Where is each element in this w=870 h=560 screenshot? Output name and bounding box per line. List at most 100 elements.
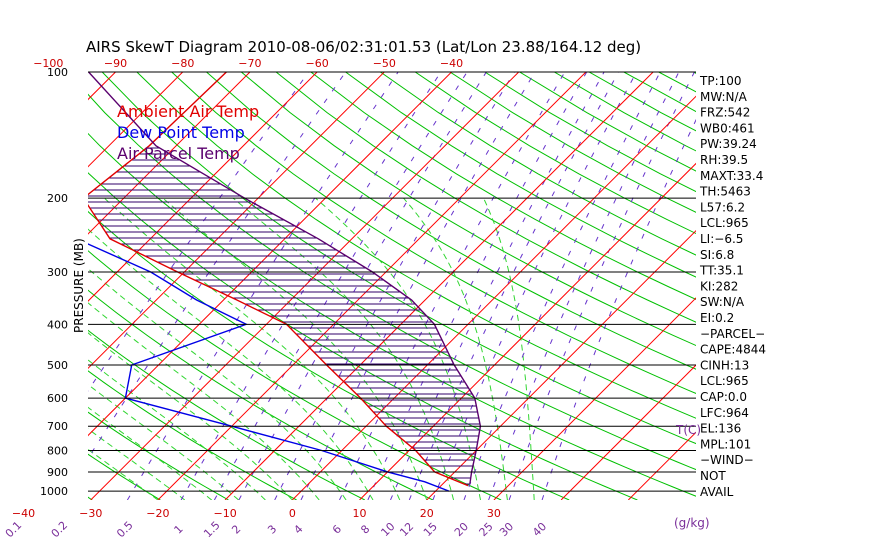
index-line: CAPE:4844 [700,343,766,357]
mixing-ratio-line [541,118,696,500]
pressure-tick-label: 700 [47,420,68,433]
bottom-temp-tick-label: 0 [289,507,296,520]
mixing-ratio-label: 20 [452,520,471,539]
bottom-temp-tick-label: −30 [79,507,102,520]
dew-point-temp-line [88,243,450,492]
mixing-ratio-label: 25 [477,520,496,539]
mixing-ratio-label: 12 [397,520,416,539]
top-temp-tick-label: −40 [440,57,463,70]
pressure-tick-label: 100 [47,66,68,79]
dry-adiabat-line [798,72,870,500]
dry-adiabat-line [728,72,870,500]
mixing-ratio-line [180,72,442,500]
index-line: FRZ:542 [700,106,750,120]
mixing-ratio-label: 8 [358,522,372,536]
mixing-ratio-label: 4 [291,522,305,536]
index-line: TH:5463 [699,185,751,199]
pressure-tick-label: 600 [47,392,68,405]
moist-adiabat-line [483,197,535,500]
mixing-ratio-line [88,72,347,460]
mixing-ratio-label: 6 [330,522,344,536]
dry-adiabat-line [101,72,696,445]
top-temp-tick-label: −90 [104,57,127,70]
dry-adiabat-line [88,411,229,500]
index-line: KI:282 [700,279,738,293]
top-temp-tick-label: −70 [238,57,261,70]
isotherm-line [88,72,251,235]
mixing-ratio-label: 3 [265,522,279,536]
legend-dew-point-temp: Dew Point Temp [117,123,245,142]
mixing-ratio-label: 40 [530,520,549,539]
index-line: MW:N/A [700,90,748,104]
y-axis-label: PRESSURE (MB) [72,238,86,333]
isotherm-line [0,72,48,500]
isotherm-line [224,72,654,500]
moist-adiabat-line [88,359,266,500]
top-temp-tick-label: −80 [171,57,194,70]
mixing-ratio-line [213,72,468,500]
mixing-ratio-line [463,72,661,500]
mixing-ratio-line [432,72,637,500]
mixing-ratio-axis: 0.1 0.2 0.5 1 1.5 2 3 4 6 8 10 12 15 20 25 30 40 [3,519,549,541]
top-temp-tick-label: −50 [373,57,396,70]
mixing-ratio-label: 1 [172,522,186,536]
dry-adiabat-line [88,93,696,471]
dry-adiabat-line [449,72,696,213]
mixing-ratio-label: 10 [378,520,397,539]
top-temp-tick-label: −60 [306,57,329,70]
moist-adiabat-line [162,197,428,500]
dry-adiabat-line [623,72,696,113]
pressure-tick-label: 1000 [40,485,68,498]
dry-adiabat-line [88,210,570,500]
dry-adiabat-line [88,289,434,500]
pressure-tick-label: 200 [47,192,68,205]
dry-adiabat-line [206,72,696,370]
dry-adiabat-line [88,453,161,500]
isotherm-line [88,72,184,168]
mixing-ratio-line [126,72,399,500]
index-line: L57:6.2 [700,200,745,214]
dry-adiabat-line [136,72,696,419]
moist-adiabat-line [88,448,159,500]
legend-air-parcel-temp: Air Parcel Temp [117,144,240,163]
index-line: LI:−6.5 [700,232,743,246]
index-line: −WIND− [700,453,754,467]
isotherm-line [359,162,696,500]
index-line: −PARCEL− [700,327,765,341]
mixing-ratio-line [339,72,566,500]
index-line: LCL:965 [700,374,749,388]
index-line: TP:100 [699,74,742,88]
index-line: WB0:461 [700,121,755,135]
moist-adiabat-line [88,332,293,500]
moist-adiabat-line [403,197,508,500]
mixing-ratio-line [390,72,605,500]
pressure-tick-label: 300 [47,266,68,279]
index-line: SW:N/A [700,295,745,309]
moist-adiabat-line [88,267,347,500]
dry-adiabat-line [0,72,24,500]
legend: Ambient Air Temp Dew Point Temp Air Parc… [117,102,259,163]
chart-title: AIRS SkewT Diagram 2010-08-06/02:31:01.5… [86,38,641,56]
mixing-ratio-line [408,72,619,500]
moist-adiabat-line [88,406,213,500]
index-line: NOT [700,469,726,483]
mixing-ratio-label: 15 [421,520,440,539]
bottom-temp-tick-label: 30 [487,507,501,520]
isotherm-line [88,72,116,101]
moist-adiabat-line [88,383,239,500]
mixing-ratio-label: 1.5 [201,519,223,541]
mixing-ratio-unit-label: (g/kg) [674,516,710,530]
mixing-ratio-label: 0.2 [49,519,71,541]
dry-adiabat-line [88,329,366,500]
index-line: EI:0.2 [700,311,734,325]
dry-adiabat-line [763,72,870,500]
index-line: CINH:13 [700,358,749,372]
index-line: MAXT:33.4 [700,169,763,183]
dry-adiabat-line [414,72,696,235]
bottom-temp-tick-label: −10 [214,507,237,520]
mixing-ratio-label: 30 [497,520,516,539]
bottom-temp-tick-label: 20 [420,507,434,520]
index-line: TT:35.1 [699,264,744,278]
dry-adiabat-line [240,72,696,347]
